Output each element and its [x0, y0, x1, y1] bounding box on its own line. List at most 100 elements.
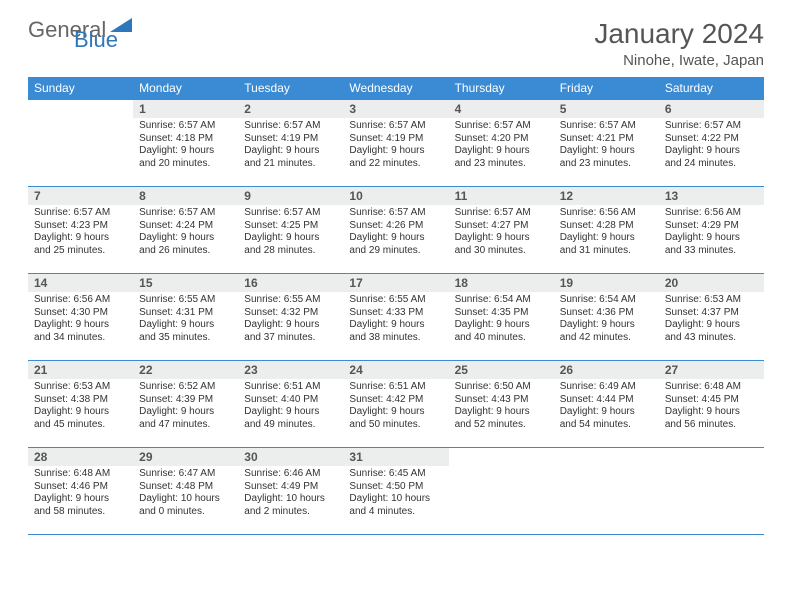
day-body: Sunrise: 6:57 AMSunset: 4:27 PMDaylight:… [449, 205, 554, 259]
calendar-cell: 21Sunrise: 6:53 AMSunset: 4:38 PMDayligh… [28, 361, 133, 448]
day-number: 21 [28, 361, 133, 379]
calendar-cell: 31Sunrise: 6:45 AMSunset: 4:50 PMDayligh… [343, 448, 448, 535]
day-number: 28 [28, 448, 133, 466]
calendar-cell: 20Sunrise: 6:53 AMSunset: 4:37 PMDayligh… [659, 274, 764, 361]
day-number: 9 [238, 187, 343, 205]
day-number: 26 [554, 361, 659, 379]
day-body: Sunrise: 6:57 AMSunset: 4:25 PMDaylight:… [238, 205, 343, 259]
calendar-cell: 26Sunrise: 6:49 AMSunset: 4:44 PMDayligh… [554, 361, 659, 448]
calendar-cell: 14Sunrise: 6:56 AMSunset: 4:30 PMDayligh… [28, 274, 133, 361]
calendar-cell: 10Sunrise: 6:57 AMSunset: 4:26 PMDayligh… [343, 187, 448, 274]
calendar-row: 14Sunrise: 6:56 AMSunset: 4:30 PMDayligh… [28, 274, 764, 361]
day-body: Sunrise: 6:47 AMSunset: 4:48 PMDaylight:… [133, 466, 238, 520]
calendar-cell: 25Sunrise: 6:50 AMSunset: 4:43 PMDayligh… [449, 361, 554, 448]
day-body: Sunrise: 6:53 AMSunset: 4:38 PMDaylight:… [28, 379, 133, 433]
day-number: 8 [133, 187, 238, 205]
calendar-cell: 27Sunrise: 6:48 AMSunset: 4:45 PMDayligh… [659, 361, 764, 448]
day-number: 20 [659, 274, 764, 292]
calendar-cell: 4Sunrise: 6:57 AMSunset: 4:20 PMDaylight… [449, 100, 554, 187]
day-body: Sunrise: 6:54 AMSunset: 4:36 PMDaylight:… [554, 292, 659, 346]
weekday-header: Wednesday [343, 77, 448, 100]
calendar-row: 21Sunrise: 6:53 AMSunset: 4:38 PMDayligh… [28, 361, 764, 448]
day-body: Sunrise: 6:57 AMSunset: 4:23 PMDaylight:… [28, 205, 133, 259]
day-body: Sunrise: 6:56 AMSunset: 4:28 PMDaylight:… [554, 205, 659, 259]
calendar-row: 28Sunrise: 6:48 AMSunset: 4:46 PMDayligh… [28, 448, 764, 535]
day-body: Sunrise: 6:51 AMSunset: 4:42 PMDaylight:… [343, 379, 448, 433]
day-body: Sunrise: 6:46 AMSunset: 4:49 PMDaylight:… [238, 466, 343, 520]
day-body: Sunrise: 6:53 AMSunset: 4:37 PMDaylight:… [659, 292, 764, 346]
calendar-cell: 16Sunrise: 6:55 AMSunset: 4:32 PMDayligh… [238, 274, 343, 361]
weekday-header: Saturday [659, 77, 764, 100]
day-number: 3 [343, 100, 448, 118]
day-body: Sunrise: 6:48 AMSunset: 4:45 PMDaylight:… [659, 379, 764, 433]
brand-text-2: Blue [72, 29, 118, 51]
day-number: 24 [343, 361, 448, 379]
calendar-cell: 19Sunrise: 6:54 AMSunset: 4:36 PMDayligh… [554, 274, 659, 361]
weekday-header: Friday [554, 77, 659, 100]
day-number: 17 [343, 274, 448, 292]
day-body: Sunrise: 6:57 AMSunset: 4:24 PMDaylight:… [133, 205, 238, 259]
day-body: Sunrise: 6:57 AMSunset: 4:22 PMDaylight:… [659, 118, 764, 172]
day-body: Sunrise: 6:55 AMSunset: 4:32 PMDaylight:… [238, 292, 343, 346]
calendar-cell: .. [28, 100, 133, 187]
calendar-cell: 11Sunrise: 6:57 AMSunset: 4:27 PMDayligh… [449, 187, 554, 274]
day-body: Sunrise: 6:57 AMSunset: 4:26 PMDaylight:… [343, 205, 448, 259]
calendar-cell: 23Sunrise: 6:51 AMSunset: 4:40 PMDayligh… [238, 361, 343, 448]
day-number: 22 [133, 361, 238, 379]
calendar-cell: 28Sunrise: 6:48 AMSunset: 4:46 PMDayligh… [28, 448, 133, 535]
day-number: 31 [343, 448, 448, 466]
day-number: 19 [554, 274, 659, 292]
calendar-row: 7Sunrise: 6:57 AMSunset: 4:23 PMDaylight… [28, 187, 764, 274]
day-body: Sunrise: 6:45 AMSunset: 4:50 PMDaylight:… [343, 466, 448, 520]
day-body: Sunrise: 6:52 AMSunset: 4:39 PMDaylight:… [133, 379, 238, 433]
calendar-cell: 6Sunrise: 6:57 AMSunset: 4:22 PMDaylight… [659, 100, 764, 187]
day-body: Sunrise: 6:57 AMSunset: 4:21 PMDaylight:… [554, 118, 659, 172]
day-number: 16 [238, 274, 343, 292]
weekday-header: Sunday [28, 77, 133, 100]
day-number: 11 [449, 187, 554, 205]
calendar-cell: 15Sunrise: 6:55 AMSunset: 4:31 PMDayligh… [133, 274, 238, 361]
day-number: 6 [659, 100, 764, 118]
day-number: 27 [659, 361, 764, 379]
day-number: 13 [659, 187, 764, 205]
day-body: Sunrise: 6:50 AMSunset: 4:43 PMDaylight:… [449, 379, 554, 433]
calendar-cell: 8Sunrise: 6:57 AMSunset: 4:24 PMDaylight… [133, 187, 238, 274]
day-body: Sunrise: 6:55 AMSunset: 4:31 PMDaylight:… [133, 292, 238, 346]
weekday-header: Tuesday [238, 77, 343, 100]
day-body: Sunrise: 6:57 AMSunset: 4:18 PMDaylight:… [133, 118, 238, 172]
day-number: 2 [238, 100, 343, 118]
day-body: Sunrise: 6:54 AMSunset: 4:35 PMDaylight:… [449, 292, 554, 346]
calendar-cell: 24Sunrise: 6:51 AMSunset: 4:42 PMDayligh… [343, 361, 448, 448]
day-number: 29 [133, 448, 238, 466]
brand-logo: General Blue [28, 18, 132, 42]
calendar-cell: 18Sunrise: 6:54 AMSunset: 4:35 PMDayligh… [449, 274, 554, 361]
day-body: Sunrise: 6:56 AMSunset: 4:30 PMDaylight:… [28, 292, 133, 346]
calendar-cell: 5Sunrise: 6:57 AMSunset: 4:21 PMDaylight… [554, 100, 659, 187]
calendar-cell: .. [659, 448, 764, 535]
day-number: 25 [449, 361, 554, 379]
day-number: 30 [238, 448, 343, 466]
calendar-cell: .. [449, 448, 554, 535]
day-body: Sunrise: 6:57 AMSunset: 4:19 PMDaylight:… [343, 118, 448, 172]
day-body: Sunrise: 6:57 AMSunset: 4:20 PMDaylight:… [449, 118, 554, 172]
day-number: 18 [449, 274, 554, 292]
calendar-cell: 7Sunrise: 6:57 AMSunset: 4:23 PMDaylight… [28, 187, 133, 274]
calendar-cell: 13Sunrise: 6:56 AMSunset: 4:29 PMDayligh… [659, 187, 764, 274]
day-number: 10 [343, 187, 448, 205]
day-number: 23 [238, 361, 343, 379]
calendar-cell: 30Sunrise: 6:46 AMSunset: 4:49 PMDayligh… [238, 448, 343, 535]
header: General Blue January 2024 Ninohe, Iwate,… [28, 18, 764, 69]
calendar-cell: 29Sunrise: 6:47 AMSunset: 4:48 PMDayligh… [133, 448, 238, 535]
day-body: Sunrise: 6:51 AMSunset: 4:40 PMDaylight:… [238, 379, 343, 433]
calendar-cell: .. [554, 448, 659, 535]
day-number: 14 [28, 274, 133, 292]
day-body: Sunrise: 6:57 AMSunset: 4:19 PMDaylight:… [238, 118, 343, 172]
day-number: 4 [449, 100, 554, 118]
calendar-cell: 1Sunrise: 6:57 AMSunset: 4:18 PMDaylight… [133, 100, 238, 187]
weekday-header: Monday [133, 77, 238, 100]
day-body: Sunrise: 6:49 AMSunset: 4:44 PMDaylight:… [554, 379, 659, 433]
calendar-cell: 17Sunrise: 6:55 AMSunset: 4:33 PMDayligh… [343, 274, 448, 361]
day-body: Sunrise: 6:48 AMSunset: 4:46 PMDaylight:… [28, 466, 133, 520]
calendar-table: SundayMondayTuesdayWednesdayThursdayFrid… [28, 77, 764, 535]
day-number: 15 [133, 274, 238, 292]
